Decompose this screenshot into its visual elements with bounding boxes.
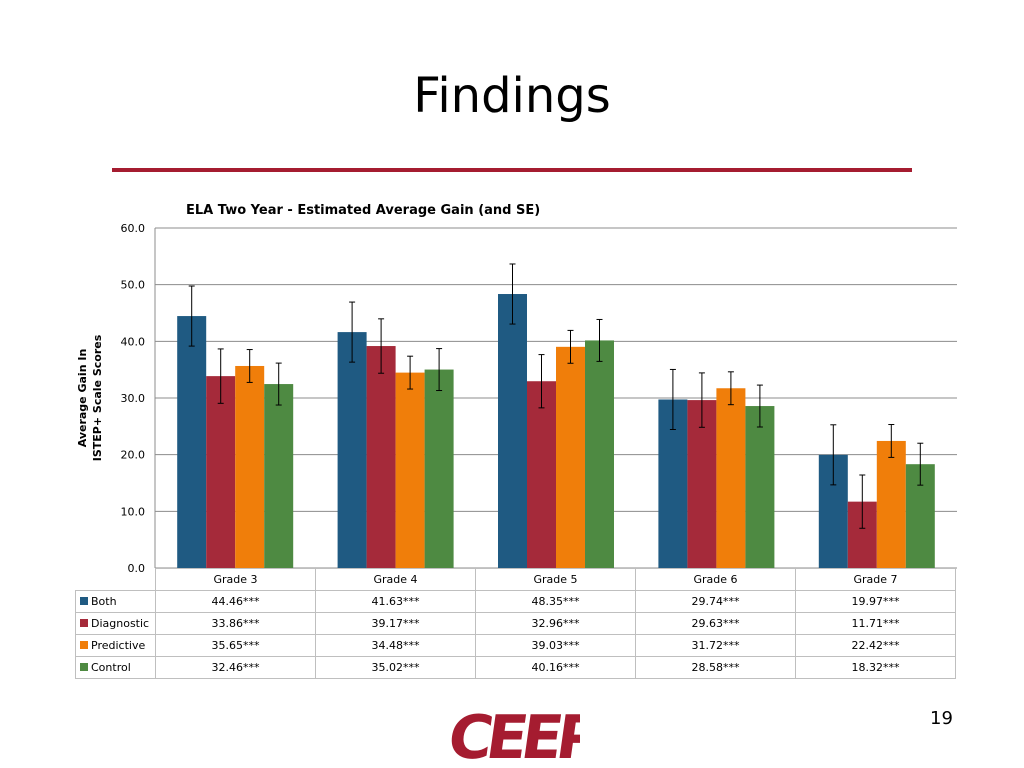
table-corner-cell [75, 568, 156, 591]
bar [177, 316, 207, 568]
logo-text: CEEP [445, 708, 580, 762]
legend-swatch [80, 597, 88, 605]
legend-entry: Both [75, 590, 156, 613]
data-label: 40.16*** [475, 656, 636, 679]
table-header-row: Grade 3 Grade 4 Grade 5 Grade 6 Grade 7 [75, 568, 956, 591]
legend-label: Predictive [91, 639, 146, 652]
bar [337, 332, 367, 568]
bar [395, 372, 425, 568]
chart-title: ELA Two Year - Estimated Average Gain (a… [186, 203, 541, 218]
bar [235, 365, 265, 568]
data-label: 29.63*** [635, 612, 796, 635]
bar [527, 381, 556, 568]
bar [498, 294, 527, 568]
legend-entry: Control [75, 656, 156, 679]
title-rule [112, 168, 912, 172]
y-tick-label: 40.0 [121, 335, 146, 348]
category-label: Grade 3 [155, 568, 316, 591]
table-row: Both 44.46*** 41.63*** 48.35*** 29.74***… [75, 590, 956, 613]
bar [424, 369, 454, 568]
y-axis-label-line-1: Average Gain In [76, 348, 89, 448]
data-label: 29.74*** [635, 590, 796, 613]
data-label: 31.72*** [635, 634, 796, 657]
data-label: 39.03*** [475, 634, 636, 657]
bar [264, 384, 294, 568]
category-label: Grade 5 [475, 568, 636, 591]
data-label: 11.71*** [795, 612, 956, 635]
bar [556, 346, 585, 568]
ceep-logo: CEEP [445, 708, 580, 762]
data-label: 32.96*** [475, 612, 636, 635]
y-tick-label: 20.0 [121, 449, 146, 462]
data-label: 18.32*** [795, 656, 956, 679]
legend-entry: Predictive [75, 634, 156, 657]
data-table: Grade 3 Grade 4 Grade 5 Grade 6 Grade 7 … [75, 568, 956, 679]
legend-label: Both [91, 595, 117, 608]
data-label: 33.86*** [155, 612, 316, 635]
bar [876, 440, 906, 568]
bar [585, 340, 614, 568]
data-label: 22.42*** [795, 634, 956, 657]
legend-swatch [80, 641, 88, 649]
data-label: 39.17*** [315, 612, 476, 635]
page-number: 19 [930, 708, 953, 729]
data-label: 44.46*** [155, 590, 316, 613]
legend-swatch [80, 619, 88, 627]
table-row: Control 32.46*** 35.02*** 40.16*** 28.58… [75, 656, 956, 679]
data-label: 19.97*** [795, 590, 956, 613]
legend-label: Diagnostic [91, 617, 150, 630]
table-row: Diagnostic 33.86*** 39.17*** 32.96*** 29… [75, 612, 956, 635]
data-label: 28.58*** [635, 656, 796, 679]
data-label: 48.35*** [475, 590, 636, 613]
category-label: Grade 6 [635, 568, 796, 591]
data-label: 35.02*** [315, 656, 476, 679]
data-label: 41.63*** [315, 590, 476, 613]
legend-swatch [80, 663, 88, 671]
table-row: Predictive 35.65*** 34.48*** 39.03*** 31… [75, 634, 956, 657]
y-tick-label: 50.0 [121, 279, 146, 292]
legend-entry: Diagnostic [75, 612, 156, 635]
bar-chart: 0.010.020.030.040.050.060.0 [121, 222, 957, 575]
slide-title: Findings [413, 68, 611, 124]
data-label: 34.48*** [315, 634, 476, 657]
data-label: 32.46*** [155, 656, 316, 679]
category-label: Grade 7 [795, 568, 956, 591]
bar [716, 388, 746, 568]
data-label: 35.65*** [155, 634, 316, 657]
y-tick-label: 30.0 [121, 392, 146, 405]
bar [206, 376, 236, 568]
bar [745, 406, 775, 568]
y-axis-label-line-2: ISTEP+ Scale Scores [91, 334, 104, 462]
bar [366, 346, 396, 568]
y-tick-label: 10.0 [121, 505, 146, 518]
category-label: Grade 4 [315, 568, 476, 591]
bar [687, 400, 717, 568]
y-tick-label: 60.0 [121, 222, 146, 235]
legend-label: Control [91, 661, 131, 674]
